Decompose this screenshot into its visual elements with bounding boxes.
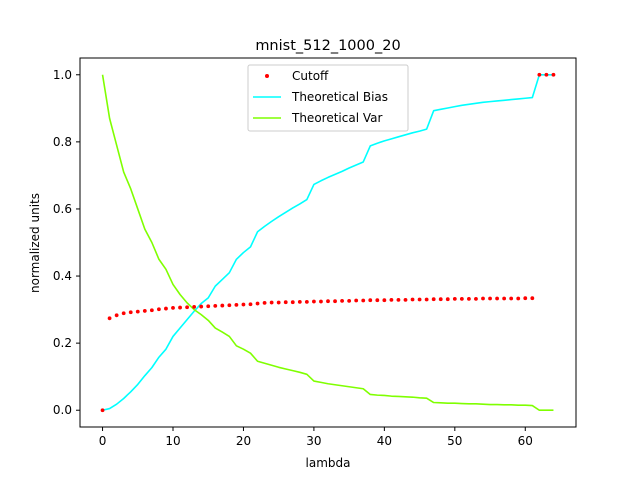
x-tick-label: 30 — [306, 434, 321, 448]
x-tick-label: 40 — [377, 434, 392, 448]
x-tick-label: 10 — [165, 434, 180, 448]
x-tick-label: 60 — [518, 434, 533, 448]
data-point-cutoff — [410, 297, 415, 302]
data-point-cutoff — [241, 302, 246, 307]
data-point-cutoff — [100, 408, 105, 413]
data-point-cutoff — [523, 296, 528, 301]
data-point-cutoff — [283, 300, 288, 305]
data-point-cutoff — [121, 311, 126, 316]
data-point-cutoff — [488, 296, 492, 301]
data-point-cutoff — [530, 296, 535, 301]
data-point-cutoff — [509, 296, 514, 301]
data-point-cutoff — [452, 296, 457, 301]
axes-spines — [79, 57, 577, 428]
y-axis-ticks: 0.0 0.2 0.4 0.6 0.8 1.0 — [53, 68, 80, 417]
legend-swatch-cutoff — [265, 74, 269, 78]
data-point-cutoff — [220, 303, 225, 308]
data-point-cutoff — [171, 306, 175, 310]
data-point-cutoff — [368, 298, 373, 303]
data-point-cutoff — [467, 296, 471, 301]
x-axis-ticks: 0 10 20 30 40 50 60 — [99, 427, 533, 448]
data-point-cutoff — [276, 300, 281, 305]
x-tick-label: 50 — [447, 434, 462, 448]
legend-label-cutoff: Cutoff — [292, 69, 329, 83]
x-tick-label: 0 — [99, 434, 107, 448]
data-point-cutoff — [431, 297, 436, 302]
data-point-cutoff — [164, 306, 168, 311]
data-point-cutoff — [178, 305, 182, 310]
data-point-cutoff — [192, 305, 197, 309]
data-point-cutoff — [354, 298, 359, 303]
y-tick-label: 0.8 — [53, 135, 72, 149]
y-tick-label: 0.4 — [53, 269, 72, 283]
series-line-theoretical-bias — [102, 73, 554, 412]
data-point-cutoff — [227, 303, 232, 308]
data-point-cutoff — [417, 297, 422, 302]
data-point-cutoff — [149, 308, 154, 313]
data-point-cutoff — [213, 304, 218, 308]
data-point-cutoff — [495, 296, 499, 301]
data-point-cutoff — [248, 302, 253, 307]
data-point-cutoff — [107, 316, 112, 321]
data-point-cutoff — [382, 298, 387, 303]
plot-area: 0 10 20 30 40 50 60 0.0 0.2 0.4 0.6 0.8 1.0 — [53, 57, 577, 448]
y-axis-label: normalized units — [28, 193, 42, 293]
data-point-cutoff — [537, 72, 542, 77]
data-point-cutoff — [459, 296, 464, 301]
data-point-cutoff — [424, 297, 429, 302]
legend-entries: Cutoff Theoretical Bias Theoretical Var — [253, 69, 388, 125]
data-point-cutoff — [544, 72, 549, 77]
axes-frame — [79, 57, 577, 428]
data-point-cutoff — [481, 296, 485, 301]
data-point-cutoff — [142, 309, 147, 313]
data-point-cutoff — [199, 304, 204, 309]
data-point-cutoff — [361, 298, 366, 303]
data-point-cutoff — [396, 297, 401, 302]
data-point-cutoff — [403, 297, 408, 302]
data-point-cutoff — [206, 304, 211, 309]
data-point-cutoff — [255, 301, 260, 306]
data-point-cutoff — [290, 300, 295, 305]
legend-label-theoretical-var: Theoretical Var — [291, 111, 382, 125]
data-point-cutoff — [516, 296, 521, 301]
data-point-cutoff — [234, 302, 239, 307]
legend-box — [247, 64, 409, 132]
data-point-cutoff — [326, 299, 330, 304]
data-point-cutoff — [333, 299, 337, 304]
legend: Cutoff Theoretical Bias Theoretical Var — [247, 64, 409, 132]
chart-title: mnist_512_1000_20 — [255, 38, 400, 54]
data-point-cutoff — [297, 299, 302, 304]
legend-label-theoretical-bias: Theoretical Bias — [291, 90, 388, 104]
data-point-cutoff — [157, 307, 161, 312]
data-point-cutoff — [375, 298, 380, 303]
x-axis-label: lambda — [306, 456, 351, 470]
data-point-cutoff — [347, 298, 352, 303]
data-point-cutoff — [551, 72, 556, 77]
data-point-cutoff — [262, 300, 267, 305]
y-tick-label: 0.0 — [53, 403, 72, 417]
data-point-cutoff — [438, 297, 443, 302]
y-tick-label: 1.0 — [53, 68, 72, 82]
data-point-cutoff — [445, 297, 450, 302]
y-tick-label: 0.6 — [53, 202, 72, 216]
data-point-cutoff — [340, 298, 344, 303]
y-tick-label: 0.2 — [53, 336, 72, 350]
data-point-cutoff — [389, 297, 394, 302]
data-point-cutoff — [304, 299, 309, 304]
data-point-cutoff — [312, 299, 316, 304]
series-layer — [100, 72, 556, 413]
data-point-cutoff — [502, 296, 507, 301]
data-point-cutoff — [128, 310, 133, 315]
series-line-theoretical-var — [101, 74, 554, 412]
data-point-cutoff — [319, 299, 323, 304]
data-point-cutoff — [269, 300, 274, 305]
x-tick-label: 20 — [236, 434, 251, 448]
data-point-cutoff — [114, 313, 119, 318]
data-point-cutoff — [474, 296, 478, 301]
data-point-cutoff — [185, 305, 189, 310]
data-point-cutoff — [135, 309, 140, 314]
